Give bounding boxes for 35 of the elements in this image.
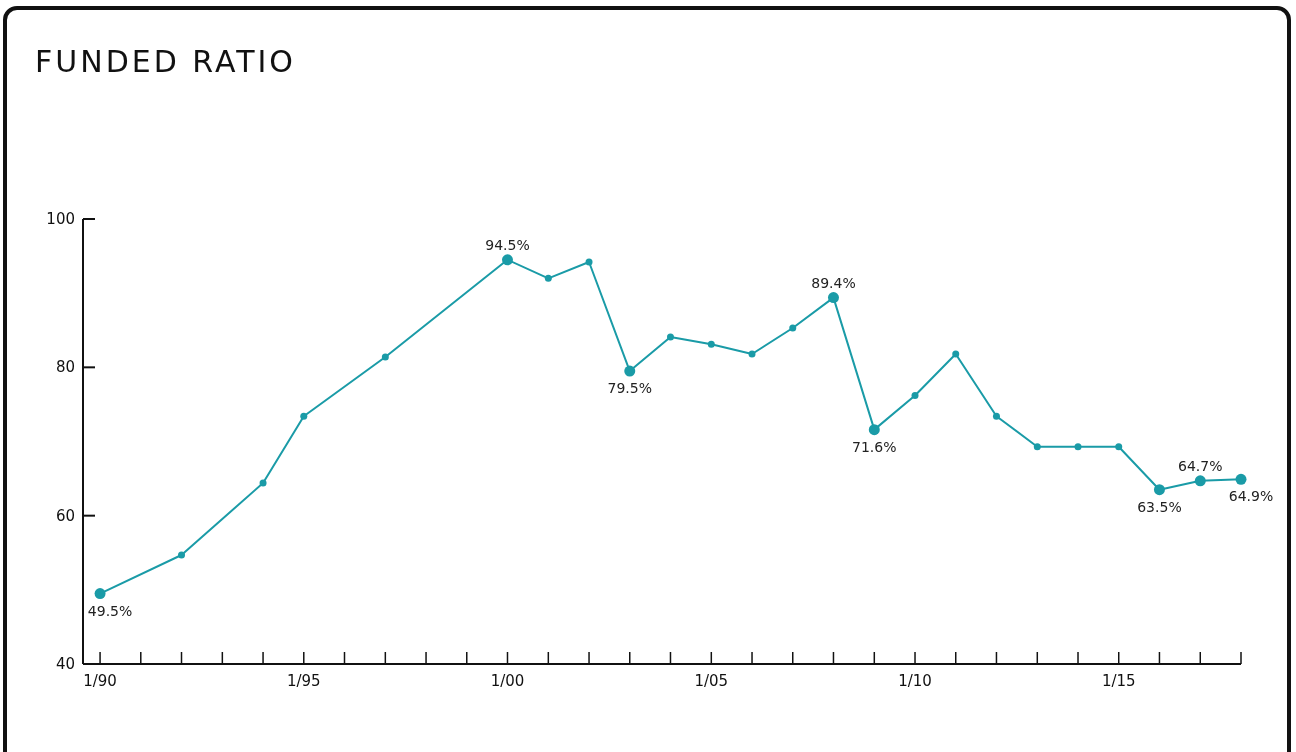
data-label: 64.9% xyxy=(1228,488,1274,505)
point xyxy=(1115,443,1123,451)
x-tick-label: 1/90 xyxy=(83,672,117,690)
data-label: 64.7% xyxy=(1178,457,1223,474)
point xyxy=(911,392,919,400)
point xyxy=(992,412,1000,420)
point xyxy=(178,551,186,559)
point xyxy=(748,350,756,358)
x-tick-label: 1/00 xyxy=(490,672,525,690)
x-tick-label: 1/95 xyxy=(286,672,321,690)
point xyxy=(707,340,715,348)
data-label: 89.4% xyxy=(811,274,856,291)
point xyxy=(1074,443,1082,451)
point xyxy=(300,412,308,420)
point xyxy=(585,258,593,266)
y-tick-label: 60 xyxy=(55,506,75,525)
data-label: 63.5% xyxy=(1137,498,1182,515)
y-tick-label: 40 xyxy=(55,655,75,673)
point xyxy=(544,274,552,282)
data-label: 79.5% xyxy=(607,380,652,397)
y-tick-label: 100 xyxy=(46,210,75,228)
point xyxy=(789,324,797,332)
chart-title: FUNDED RATIO xyxy=(35,44,296,79)
point xyxy=(1033,443,1041,451)
point xyxy=(666,333,674,341)
x-tick-label: 1/10 xyxy=(898,672,932,690)
y-tick-label: 80 xyxy=(55,358,75,377)
data-label: 49.5% xyxy=(87,602,133,619)
data-label: 71.6% xyxy=(852,438,897,455)
x-tick-label: 1/05 xyxy=(694,672,729,690)
data-label: 94.5% xyxy=(485,236,530,253)
point xyxy=(259,479,267,487)
point xyxy=(381,353,389,361)
point xyxy=(952,350,960,358)
x-tick-label: 1/15 xyxy=(1101,672,1136,690)
